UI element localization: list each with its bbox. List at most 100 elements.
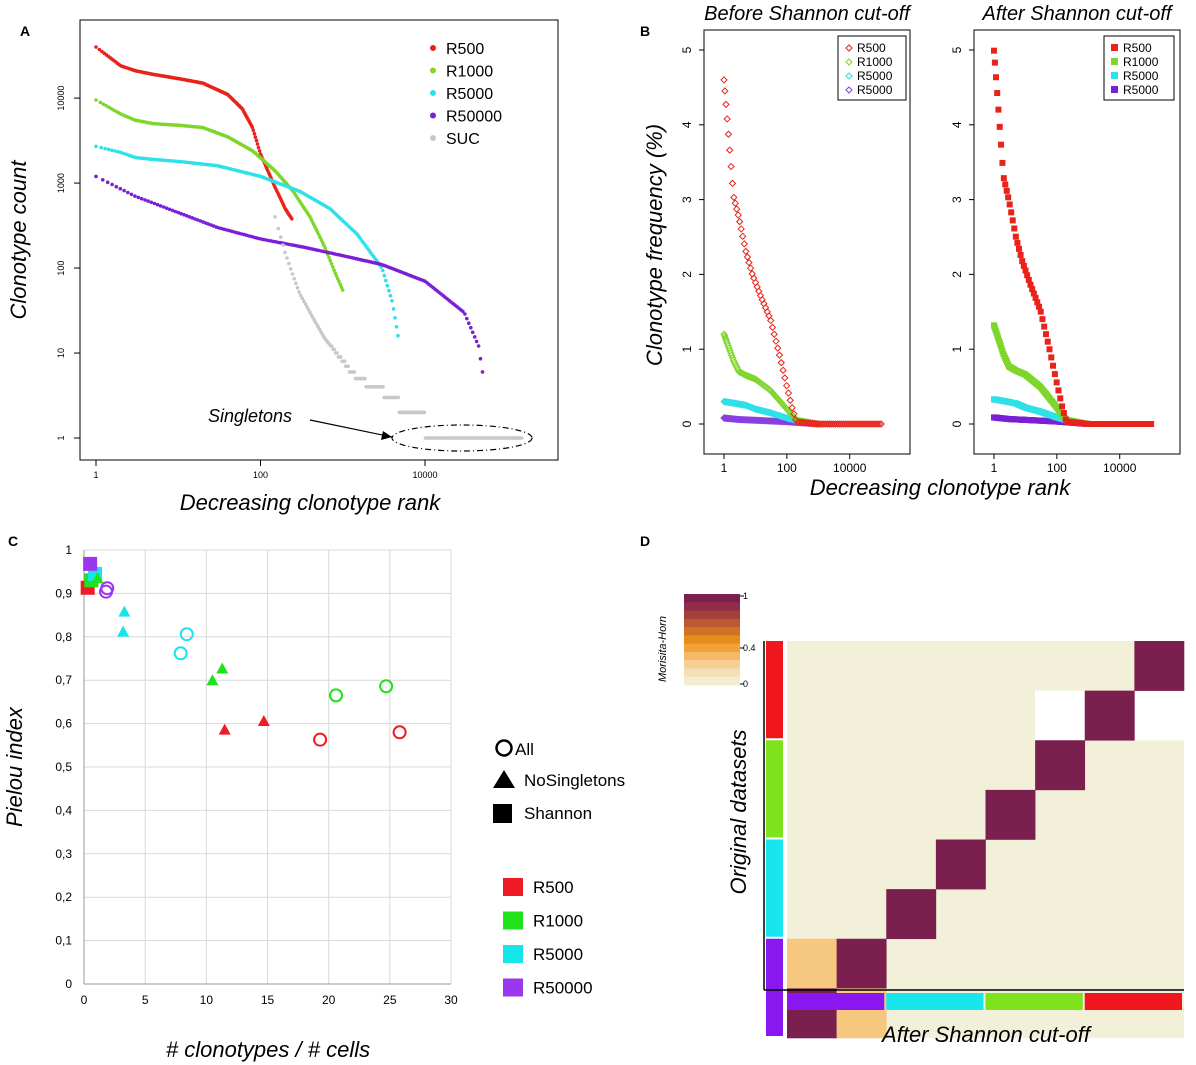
panel-b-legend-marker [1111,58,1118,65]
panel-label-c: C [8,533,18,549]
panel-a-point-r50000 [118,186,123,191]
panel-a-legend-marker [430,135,436,141]
panel-b-before-point [790,410,798,418]
panel-b-after-point [1017,251,1024,258]
panel-c-ytick-label: 0,2 [55,890,72,904]
heatmap-cell-missing [1035,690,1085,741]
panel-b-after-point [1005,194,1012,201]
panel-b-before-point [726,146,734,154]
panel-c-point-nosingletons-r1000 [216,662,229,674]
panel-c-legend-shape [493,804,512,823]
panel-a-chart: 1 100 10000 1 10 100 1000 10000 R500 R1000 R5000 R… [6,19,559,515]
panel-b-after-point [1148,421,1155,427]
colorbar-step [684,610,740,620]
panel-b-before-point [873,420,881,428]
panel-a-point-r1000 [328,258,333,263]
panel-c-ytick-label: 0,4 [55,803,72,817]
panel-a-series-r500 [94,45,294,221]
panel-b-before-point [745,258,753,267]
panel-a-point-r50000 [198,219,203,223]
panel-a-point-r5000 [103,146,107,151]
panel-b-after-point [1034,299,1041,306]
panel-c-legend-color-label: R500 [533,878,574,897]
panel-b-after-point [995,106,1002,113]
panel-a-point-suc [276,226,281,231]
panel-a-point-r50000 [170,208,175,213]
panel-a-series-r50000 [94,174,485,374]
panel-b-after-point [994,90,1001,97]
panel-a-ytick-label: 10 [56,348,66,358]
panel-a-legend-label: R5000 [446,86,493,103]
panel-a-point-r50000 [146,199,150,203]
panel-b-chart: Before Shannon cut-off After Shannon cut… [642,3,1181,500]
panel-a-point-r50000 [470,330,475,335]
panel-a-point-r50000 [167,207,172,212]
panel-a-point-r1000 [331,265,335,269]
panel-a-point-r1000 [338,282,343,287]
panel-b-before-point [724,342,732,350]
column-group-bar-r500 [1084,993,1182,1010]
colorbar-step [684,602,740,612]
panel-a-point-suc [363,376,367,381]
panel-b-before-point [721,333,729,342]
panel-a-point-suc [290,272,295,276]
panel-b-before-point [727,162,735,171]
panel-b-ytick-label: 0 [680,420,694,427]
panel-c-legend-shape-label: All [515,740,534,759]
panel-a-point-r500 [254,138,259,143]
column-group-bar-r5000 [886,993,984,1010]
panel-a-point-r50000 [476,344,481,348]
panel-c-point-nosingletons-r1000 [91,572,104,584]
panel-b-before-point [877,420,885,428]
panel-c-point-nosingletons-r500 [218,723,231,735]
panel-a-point-r1000 [336,277,340,281]
panel-b-legend-label: R500 [857,41,886,55]
heatmap-cell [886,889,937,940]
panel-b-before-point [731,360,739,368]
panel-b-xtick-label: 10000 [833,461,867,475]
panel-a-point-r5000 [380,268,385,273]
panel-c-point-all-r1000 [329,688,344,703]
panel-b-before-point [867,420,875,428]
panel-b-before-point [730,358,739,366]
panel-c-point-all-r1000 [379,679,394,694]
panel-a-point-r500 [257,149,262,153]
panel-b-before-point [857,420,865,428]
panel-b-before-series-r500 [720,76,885,428]
panel-a-point-r500 [253,135,258,139]
panel-b-ylabel: Clonotype frequency (%) [642,124,667,366]
panel-a-point-r1000 [94,98,98,102]
panel-a-point-suc [422,410,427,415]
panel-a-point-suc [309,313,314,317]
panel-a-series-r5000 [94,144,400,338]
singletons-ellipse [391,424,533,452]
panel-b-after-point [1057,395,1064,402]
heatmap-cell [836,938,887,989]
panel-b-after-point [1006,201,1013,208]
panel-c-legend-color-label: R1000 [533,912,583,931]
panel-b-before-point [733,205,741,213]
panel-b-before-point [761,304,770,312]
panel-a-point-suc [332,347,337,352]
panel-a-point-r1000 [101,102,106,106]
panel-c-legend-swatch [503,878,523,896]
panel-a-point-r50000 [465,316,469,321]
panel-a-xtick-label: 10000 [412,470,437,480]
panel-a-point-r50000 [122,188,126,193]
panel-a-point-r1000 [333,271,338,275]
panel-a-point-r50000 [126,190,130,195]
panel-b-before-point [730,193,738,202]
panel-a-point-r1000 [339,285,344,290]
panel-b-before-point [843,420,851,428]
panel-c-xtick-label: 30 [444,993,458,1007]
panel-b-before-point [727,349,735,357]
panel-a-point-suc [295,285,300,290]
panel-b-before-point [875,420,883,428]
panel-a-point-r50000 [173,209,178,214]
panel-c-legend-color-label: R5000 [533,945,583,964]
panel-c-xtick-label: 25 [383,993,397,1007]
panel-a-point-r50000 [149,200,154,205]
panel-c-legend-swatch [503,911,523,930]
panel-a-point-r50000 [182,212,186,217]
panel-c-point-all-r5000 [179,627,194,642]
